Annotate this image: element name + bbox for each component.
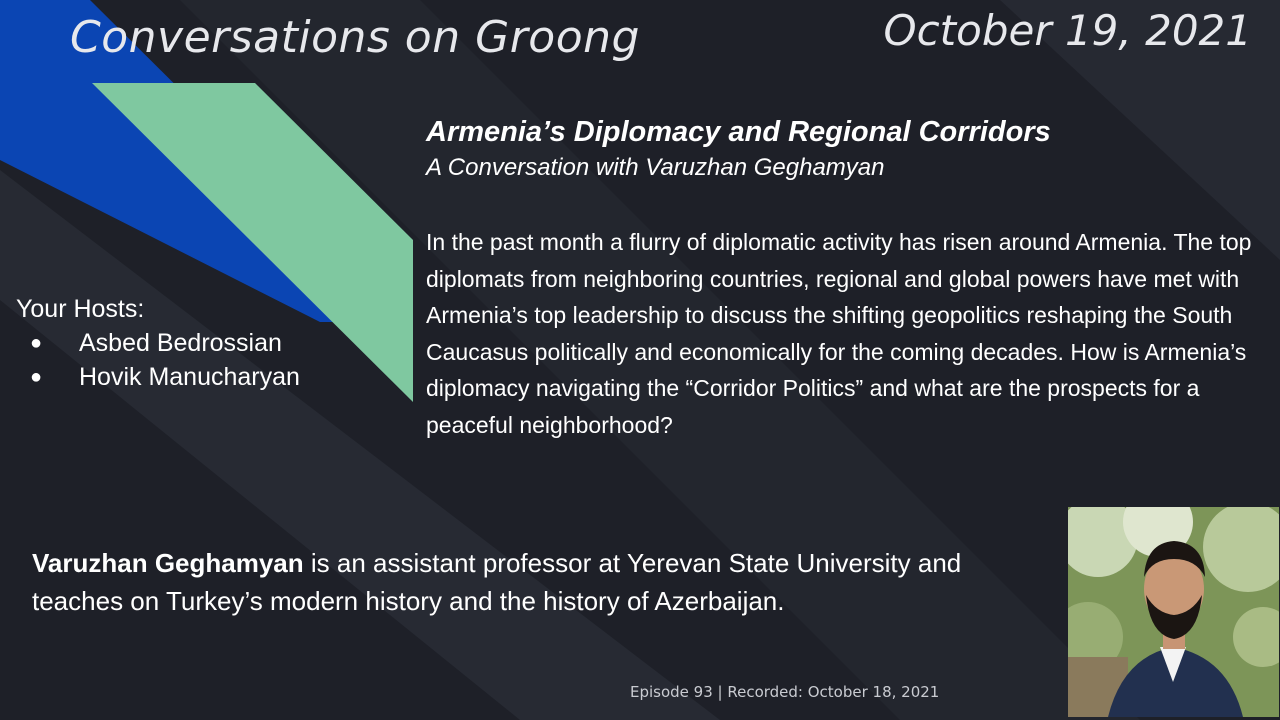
- guest-bio-text: is an assistant professor at Yerevan Sta…: [32, 548, 962, 616]
- hosts-label: Your Hosts:: [16, 295, 145, 323]
- host-name: Hovik Manucharyan: [79, 363, 300, 391]
- bg-diagonal-band-mid: [180, 0, 1140, 720]
- guest-bio: Varuzhan Geghamyan is an assistant profe…: [32, 544, 1052, 620]
- guest-portrait-image: [1068, 507, 1279, 717]
- guest-name: Varuzhan Geghamyan: [32, 548, 304, 578]
- host-item: ● Hovik Manucharyan: [16, 360, 300, 394]
- bg-diagonal-band-light: [0, 170, 720, 720]
- show-title: Conversations on Groong: [70, 12, 640, 63]
- guest-photo: [1068, 507, 1279, 717]
- episode-info: Episode 93 | Recorded: October 18, 2021: [630, 683, 940, 701]
- host-item: ● Asbed Bedrossian: [16, 326, 300, 360]
- episode-description: In the past month a flurry of diplomatic…: [426, 229, 1252, 438]
- episode-subtitle: A Conversation with Varuzhan Geghamyan: [426, 154, 885, 181]
- host-name: Asbed Bedrossian: [79, 329, 282, 357]
- green-stripe: [92, 83, 413, 402]
- bullet-icon: ●: [30, 366, 43, 388]
- hosts-list: ● Asbed Bedrossian ● Hovik Manucharyan: [16, 326, 300, 394]
- bg-diagonal-band-right: [1000, 0, 1280, 260]
- hosts-section: Your Hosts: ● Asbed Bedrossian ● Hovik M…: [16, 292, 300, 394]
- episode-title: Armenia’s Diplomacy and Regional Corrido…: [426, 116, 1051, 148]
- episode-date: October 19, 2021: [883, 6, 1252, 55]
- bullet-icon: ●: [30, 332, 43, 354]
